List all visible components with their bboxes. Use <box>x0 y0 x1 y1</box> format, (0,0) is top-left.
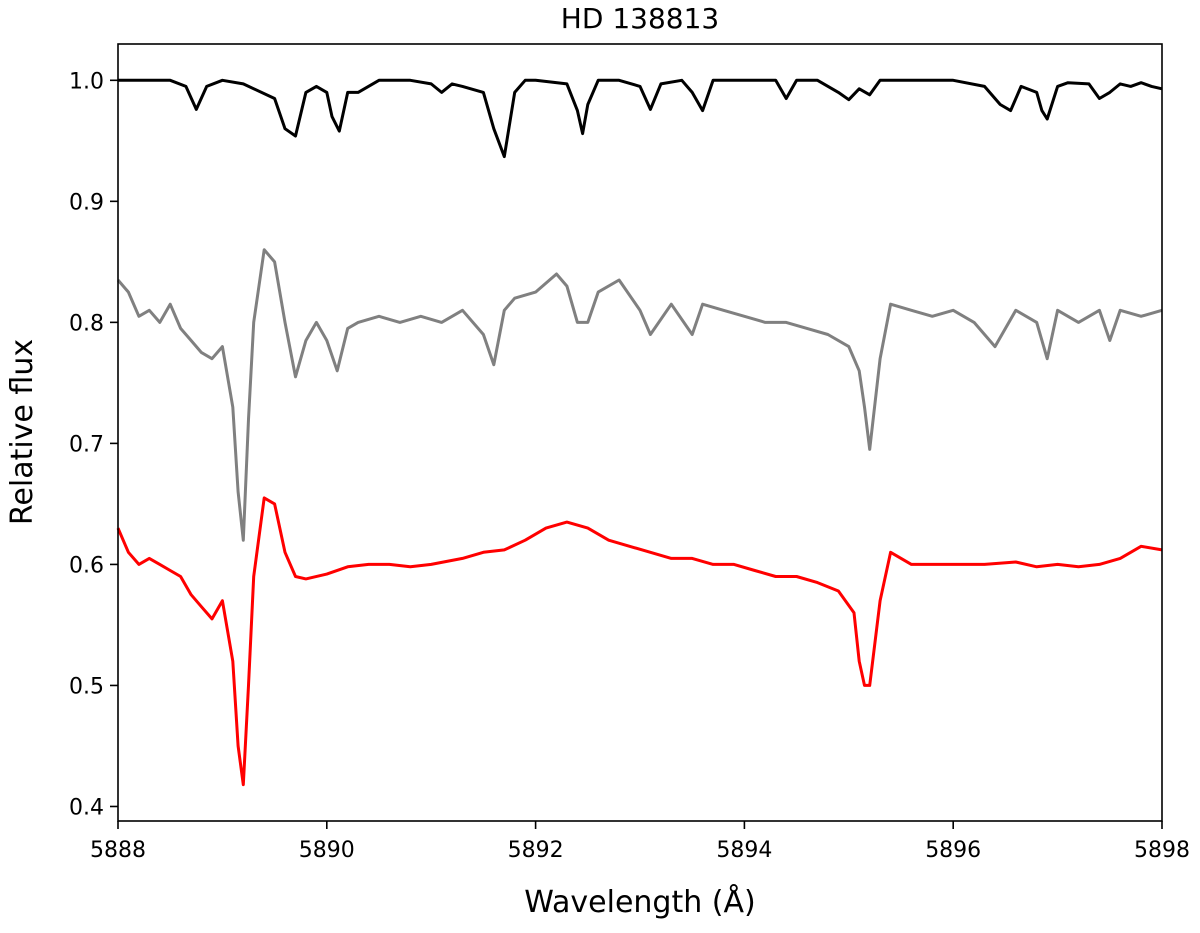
x-axis: 5888 5890 5892 5894 5896 5898 <box>90 821 1190 863</box>
x-tick-label: 5894 <box>716 838 772 863</box>
x-tick-label: 5890 <box>299 838 355 863</box>
x-axis-label: Wavelength (Å) <box>524 884 755 920</box>
spectrum-series-2 <box>116 248 1163 542</box>
y-tick-label: 0.7 <box>69 432 104 457</box>
y-axis: 0.4 0.5 0.6 0.7 0.8 0.9 1.0 <box>69 69 118 820</box>
y-tick-label: 0.6 <box>69 553 104 578</box>
y-tick-label: 0.9 <box>69 190 104 215</box>
x-tick-label: 5898 <box>1134 838 1190 863</box>
series-layer <box>116 78 1163 787</box>
y-tick-label: 0.5 <box>69 674 104 699</box>
y-axis-label: Relative flux <box>5 339 40 525</box>
y-tick-label: 1.0 <box>69 69 104 94</box>
x-tick-label: 5896 <box>925 838 981 863</box>
y-tick-label: 0.8 <box>69 311 104 336</box>
y-tick-label: 0.4 <box>69 795 104 820</box>
x-tick-label: 5888 <box>90 838 146 863</box>
spectrum-series-1 <box>118 78 1163 159</box>
chart-title: HD 138813 <box>561 2 719 35</box>
spectrum-series-3 <box>116 496 1163 787</box>
x-tick-label: 5892 <box>508 838 564 863</box>
plot-frame <box>117 43 1163 822</box>
